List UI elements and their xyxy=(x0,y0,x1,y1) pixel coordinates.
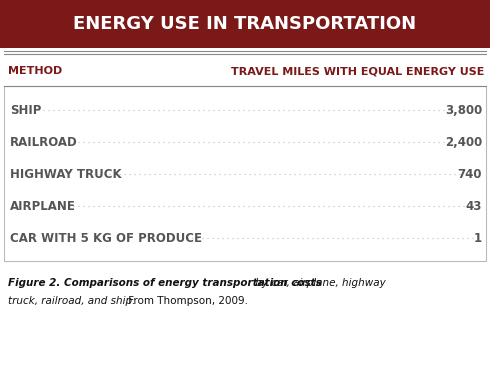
Text: METHOD: METHOD xyxy=(8,66,62,76)
Text: ENERGY USE IN TRANSPORTATION: ENERGY USE IN TRANSPORTATION xyxy=(74,15,416,33)
Text: truck, railroad, and ship.: truck, railroad, and ship. xyxy=(8,296,135,306)
Text: Figure 2. Comparisons of energy transportation costs: Figure 2. Comparisons of energy transpor… xyxy=(8,278,322,288)
Text: 43: 43 xyxy=(466,199,482,213)
Text: 1: 1 xyxy=(474,232,482,244)
Bar xyxy=(0,0,490,48)
Text: TRAVEL MILES WITH EQUAL ENERGY USE: TRAVEL MILES WITH EQUAL ENERGY USE xyxy=(231,66,484,76)
Text: CAR WITH 5 KG OF PRODUCE: CAR WITH 5 KG OF PRODUCE xyxy=(10,232,202,244)
Bar xyxy=(4,86,486,261)
Text: SHIP: SHIP xyxy=(10,104,41,116)
Text: 740: 740 xyxy=(458,168,482,180)
Text: AIRPLANE: AIRPLANE xyxy=(10,199,76,213)
Text: From Thompson, 2009.: From Thompson, 2009. xyxy=(125,296,248,306)
Text: 3,800: 3,800 xyxy=(445,104,482,116)
Text: RAILROAD: RAILROAD xyxy=(10,135,78,149)
Text: 2,400: 2,400 xyxy=(445,135,482,149)
Text: HIGHWAY TRUCK: HIGHWAY TRUCK xyxy=(10,168,122,180)
Text: by car, airplane, highway: by car, airplane, highway xyxy=(252,278,386,288)
